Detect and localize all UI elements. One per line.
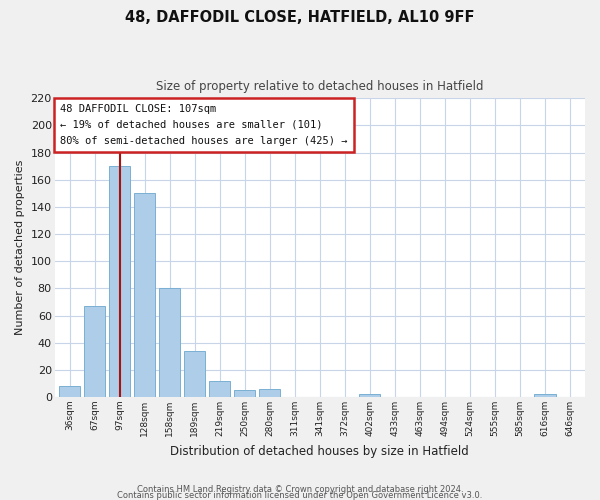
Text: 48 DAFFODIL CLOSE: 107sqm
← 19% of detached houses are smaller (101)
80% of semi: 48 DAFFODIL CLOSE: 107sqm ← 19% of detac… — [60, 104, 347, 146]
Bar — [184, 351, 205, 397]
Text: 48, DAFFODIL CLOSE, HATFIELD, AL10 9FF: 48, DAFFODIL CLOSE, HATFIELD, AL10 9FF — [125, 10, 475, 25]
Bar — [159, 288, 181, 397]
Text: Contains public sector information licensed under the Open Government Licence v3: Contains public sector information licen… — [118, 490, 482, 500]
Bar — [234, 390, 256, 397]
Text: Contains HM Land Registry data © Crown copyright and database right 2024.: Contains HM Land Registry data © Crown c… — [137, 484, 463, 494]
Bar — [134, 194, 155, 397]
Bar — [259, 389, 280, 397]
Bar — [84, 306, 105, 397]
Bar — [59, 386, 80, 397]
Bar — [109, 166, 130, 397]
Bar — [359, 394, 380, 397]
Bar — [209, 380, 230, 397]
Y-axis label: Number of detached properties: Number of detached properties — [15, 160, 25, 336]
Bar — [535, 394, 556, 397]
X-axis label: Distribution of detached houses by size in Hatfield: Distribution of detached houses by size … — [170, 444, 469, 458]
Title: Size of property relative to detached houses in Hatfield: Size of property relative to detached ho… — [156, 80, 484, 93]
